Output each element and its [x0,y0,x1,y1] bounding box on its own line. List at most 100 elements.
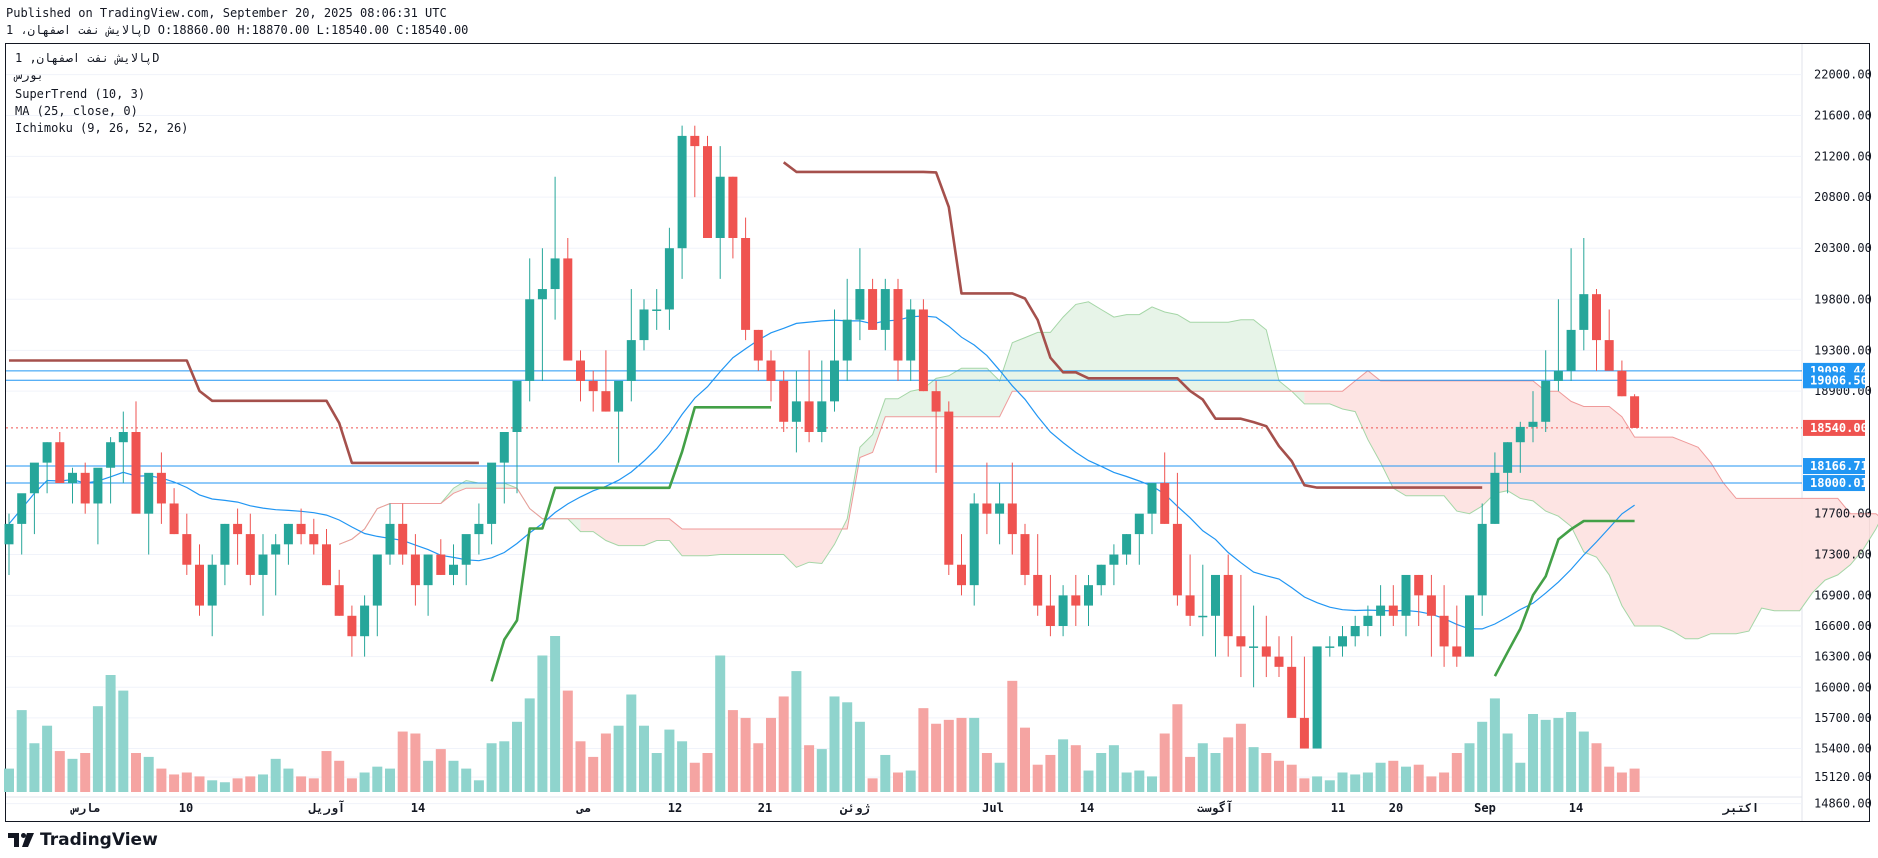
last-price-tag-bg [1803,419,1865,436]
level-price-tag-bg [1803,458,1865,475]
legend-ichimoku[interactable]: Ichimoku (9, 26, 52, 26) [15,121,189,135]
candle [1477,503,1487,616]
candle-body [169,503,179,535]
candle [868,278,878,330]
candle [982,462,992,535]
candle-body [969,503,979,586]
candle-body [245,534,255,575]
candle-body [182,534,192,565]
candle [334,569,344,616]
candle [449,544,458,586]
candle-body [677,135,687,249]
price-tick-label: 16300.00 [1814,650,1872,664]
volume-bar [131,753,141,792]
volume-bar [689,762,700,792]
volume-bar [486,743,497,792]
volume-bar [448,760,459,792]
candle-body [715,176,725,238]
candle-body [398,523,408,555]
candle-body [1363,615,1373,626]
ichimoku-cloud [580,518,848,568]
candle [144,472,154,555]
volume-bar [219,782,230,792]
level-price-tag-bg [1803,372,1865,389]
candle-body [55,442,65,484]
candle [995,483,1005,545]
candle [1096,564,1106,596]
volume-bar [1540,719,1551,792]
candle-body [42,442,52,463]
price-tick-label: 15700.00 [1814,711,1872,725]
volume-bar [1515,762,1526,792]
candle [372,554,382,637]
candle [512,380,522,494]
volume-bar [1489,698,1500,792]
candle-body [918,309,928,392]
candle-body [487,462,497,524]
volume-bar [1274,760,1284,792]
candle-body [436,554,446,575]
price-tick-label: 21600.00 [1814,108,1872,122]
candle-body [1223,574,1233,637]
candle-body [1477,523,1487,596]
candle [1071,574,1081,626]
volume-bar [1337,772,1348,792]
candle-body [652,309,662,311]
candle-body [537,289,547,300]
candle-body [258,554,268,575]
candle [1465,595,1474,657]
candle-body [1274,656,1284,667]
volume-bar [626,694,637,792]
candle-body [1134,513,1144,535]
price-tick-label: 15120.00 [1814,770,1872,784]
candle-body [1452,646,1462,657]
candle [1528,391,1538,443]
volume-bar [1108,745,1119,792]
candle [1376,585,1386,637]
candle-body [309,534,319,545]
volume-bar [283,768,294,792]
candle [385,503,395,565]
volume-bar [715,655,726,792]
volume-bar [1451,753,1462,792]
volume-bar [829,696,840,792]
candle [804,350,814,443]
candle-body [1401,574,1411,616]
candle-body [372,554,382,606]
candle-body [1503,442,1513,473]
legend-supertrend[interactable]: SuperTrend (10, 3) [15,87,146,101]
candle [398,503,408,565]
candle [309,518,319,555]
candle [1007,462,1017,555]
candle-body [817,401,827,432]
candle [1414,574,1424,626]
volume-bar [42,725,53,792]
tradingview-logo[interactable]: TradingView [8,830,158,850]
candle [1045,574,1055,637]
volume-bar [169,774,180,792]
legend-ma[interactable]: MA (25, close, 0) [15,104,138,118]
candle-body [461,534,471,565]
candle [1160,452,1170,524]
candle [1503,442,1513,494]
candle-body [944,411,954,565]
candle-body [1617,370,1627,397]
last-price-tag: 18540.00 [1810,421,1868,435]
candle-body [1185,595,1195,616]
candle-body [1541,380,1551,422]
legend-symbol: ﭘﺎﻻﯾﺶ ﻧﻔﺖ اﺻﻔﻬﺎن, 1D [15,51,160,65]
volume-bar [1134,770,1145,792]
ma-line [8,315,1635,630]
candle [17,493,27,555]
volume-bar [969,717,980,792]
candle-body [855,289,865,320]
candle-body [1147,483,1157,514]
volume-bar [1375,762,1386,792]
candle [271,534,281,596]
volume-bar [1591,743,1602,792]
candle [93,467,103,545]
price-tick-label: 21200.00 [1814,149,1872,163]
volume-bar [1070,745,1081,792]
candle [436,539,446,575]
